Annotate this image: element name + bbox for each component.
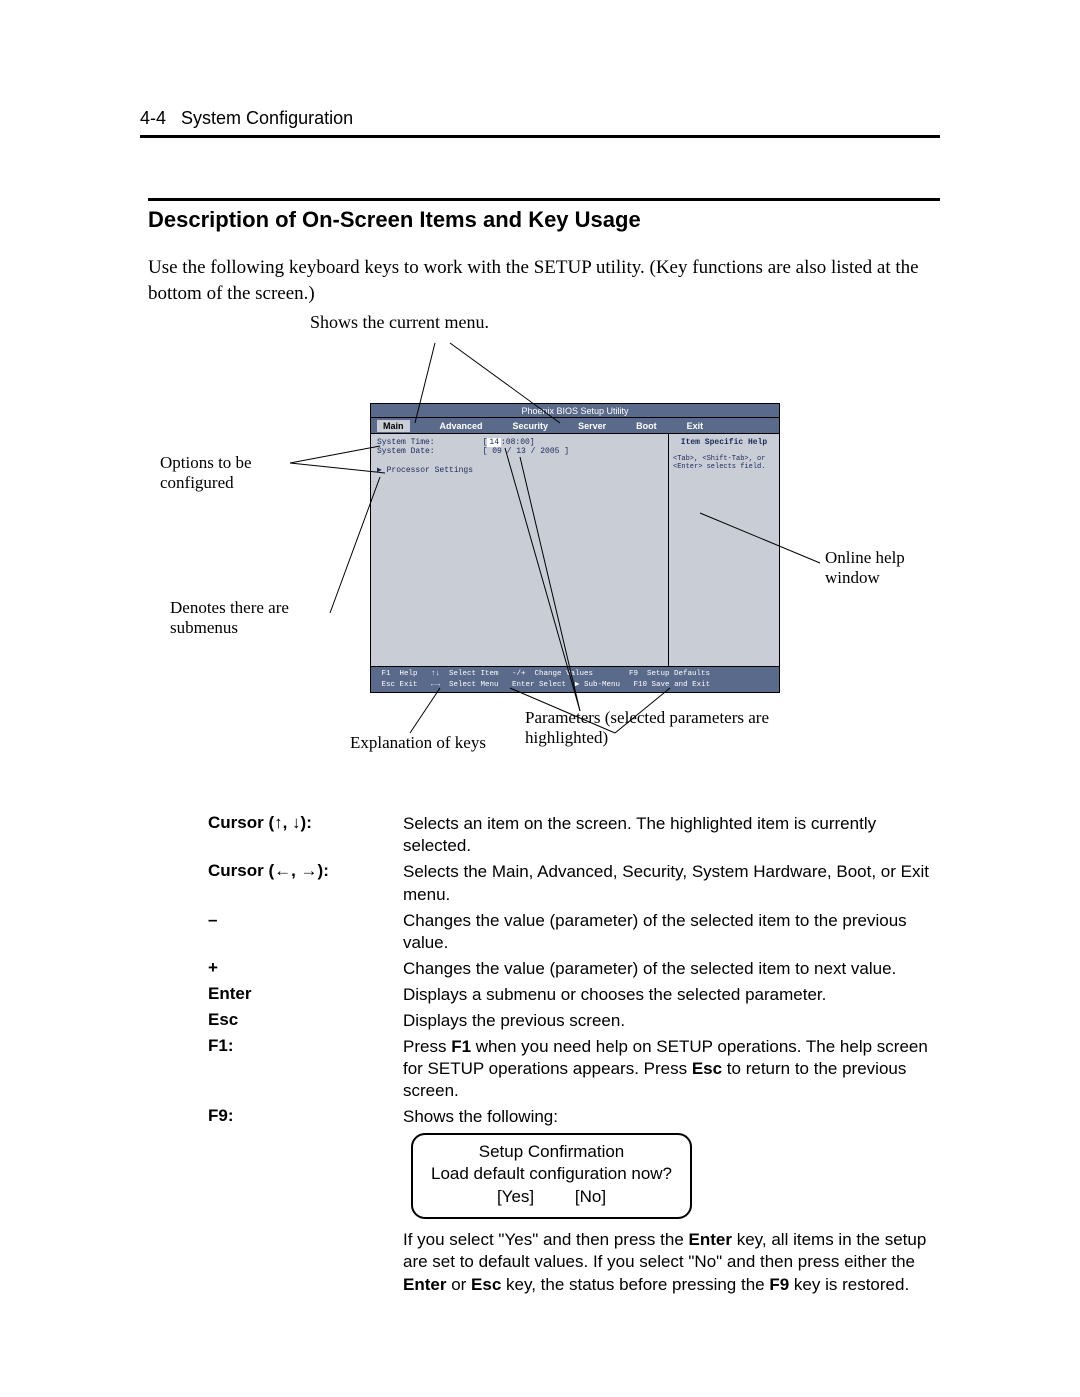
key-label: Cursor (↑, ↓): [208, 813, 403, 857]
key-row: F9: Shows the following: Setup Confirmat… [208, 1106, 938, 1295]
key-row: F1:Press F1 when you need help on SETUP … [208, 1036, 938, 1102]
key-desc-f9: Shows the following: Setup Confirmation … [403, 1106, 938, 1295]
key-row: –Changes the value (parameter) of the se… [208, 910, 938, 954]
f9-leadin: Shows the following: [403, 1106, 938, 1128]
key-label: – [208, 910, 403, 954]
annotation-current-menu: Shows the current menu. [310, 312, 940, 333]
key-desc: Changes the value (parameter) of the sel… [403, 910, 938, 954]
key-label: + [208, 958, 403, 980]
dialog-message: Load default configuration now? [431, 1163, 672, 1186]
key-usage-table: Cursor (↑, ↓):Selects an item on the scr… [208, 813, 938, 1295]
section-rule [148, 198, 940, 201]
dialog-yes: [Yes] [497, 1187, 534, 1206]
dialog-no: [No] [575, 1187, 606, 1206]
key-label: Esc [208, 1010, 403, 1032]
key-row: +Changes the value (parameter) of the se… [208, 958, 938, 980]
page-content: 4-4 System Configuration Description of … [140, 108, 940, 1300]
dialog-title: Setup Confirmation [431, 1141, 672, 1164]
bios-figure: Phoenix BIOS Setup Utility Main Advanced… [140, 333, 940, 793]
setup-confirmation-dialog: Setup Confirmation Load default configur… [411, 1133, 692, 1220]
key-label: F1: [208, 1036, 403, 1102]
key-label: F9: [208, 1106, 403, 1295]
annotation-options: Options to be configured [160, 453, 300, 492]
page-header: 4-4 System Configuration [140, 108, 940, 129]
annotation-key-explanation: Explanation of keys [350, 733, 486, 753]
key-label: Enter [208, 984, 403, 1006]
key-row: Cursor (↑, ↓):Selects an item on the scr… [208, 813, 938, 857]
annotation-submenus: Denotes there are submenus [170, 598, 330, 637]
key-row: EscDisplays the previous screen. [208, 1010, 938, 1032]
key-desc: Displays the previous screen. [403, 1010, 938, 1032]
dialog-options: [Yes] [No] [431, 1186, 672, 1209]
key-row: EnterDisplays a submenu or chooses the s… [208, 984, 938, 1006]
key-desc: Selects an item on the screen. The highl… [403, 813, 938, 857]
key-desc: Changes the value (parameter) of the sel… [403, 958, 938, 980]
key-label: Cursor (←, →): [208, 861, 403, 905]
key-desc: Selects the Main, Advanced, Security, Sy… [403, 861, 938, 905]
key-row: Cursor (←, →):Selects the Main, Advanced… [208, 861, 938, 905]
page-number: 4-4 [140, 108, 166, 128]
annotation-parameters: Parameters (selected parameters are high… [525, 708, 845, 747]
chapter-title: System Configuration [181, 108, 353, 128]
intro-paragraph: Use the following keyboard keys to work … [148, 255, 940, 306]
key-desc: Displays a submenu or chooses the select… [403, 984, 938, 1006]
section-title: Description of On-Screen Items and Key U… [148, 207, 940, 233]
f9-explanation: If you select "Yes" and then press the E… [403, 1229, 938, 1295]
annotation-help-window: Online help window [825, 548, 945, 587]
header-rule [140, 135, 940, 138]
key-desc: Press F1 when you need help on SETUP ope… [403, 1036, 938, 1102]
